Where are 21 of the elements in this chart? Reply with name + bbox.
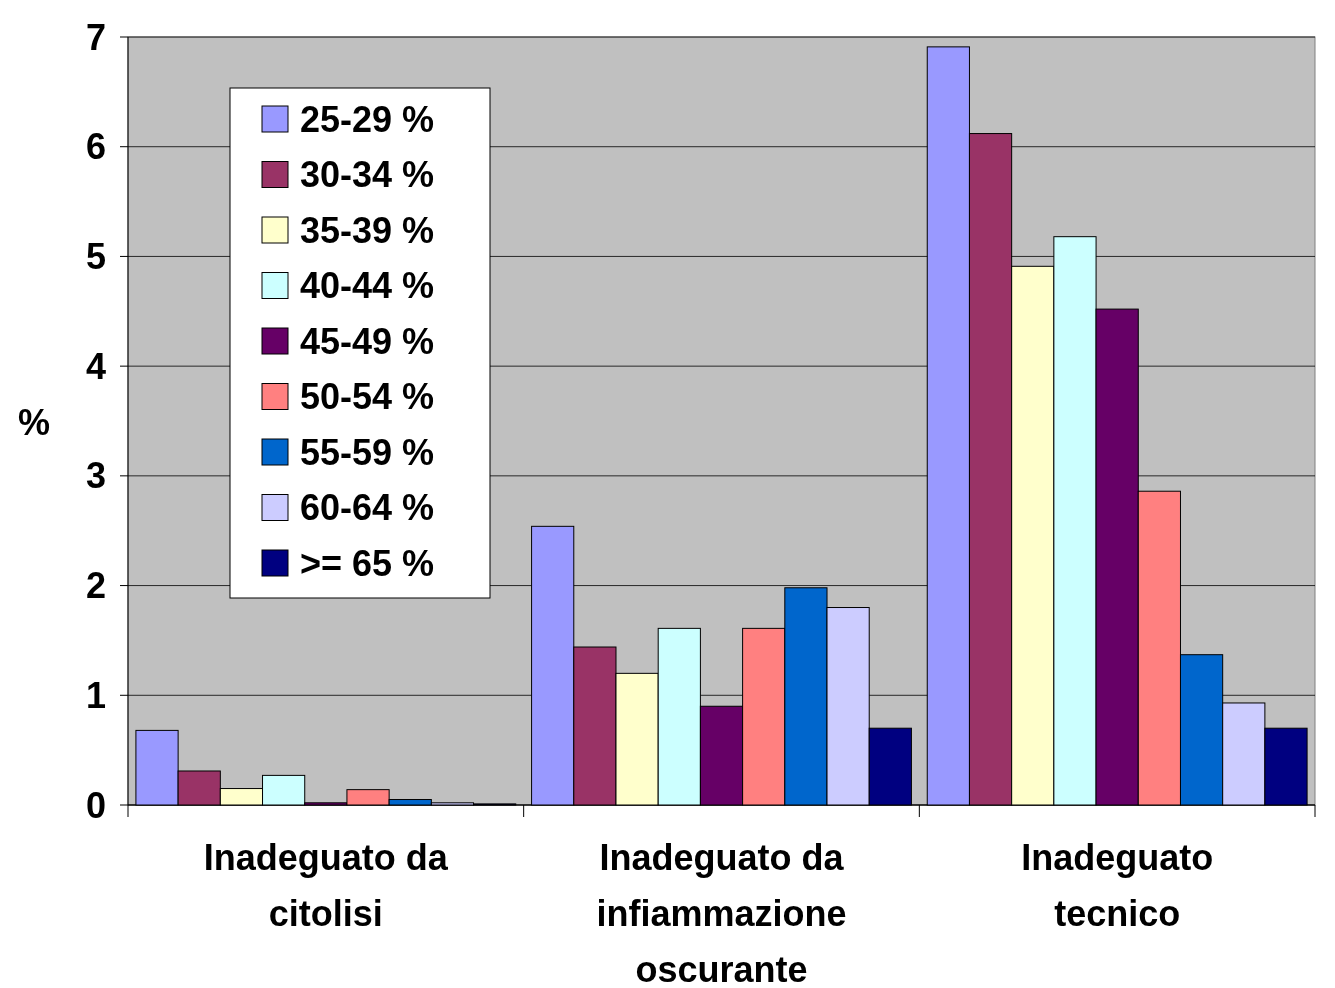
legend-label: >= 65 % xyxy=(300,542,435,584)
legend-label: 50-54 % xyxy=(300,376,435,418)
y-tick-label: 0 xyxy=(85,784,106,826)
y-axis-title: % xyxy=(17,401,51,443)
y-tick-label: 5 xyxy=(85,236,106,278)
x-tick-label: Inadeguato da citolisi xyxy=(203,837,449,934)
y-tick-label: 6 xyxy=(85,126,106,168)
x-tick-label: Inadeguato tecnico xyxy=(1021,837,1214,934)
legend-label: 30-34 % xyxy=(300,154,435,196)
y-tick-label: 2 xyxy=(85,565,106,607)
legend-label: 55-59 % xyxy=(300,431,435,473)
y-tick-label: 7 xyxy=(85,16,106,58)
legend-label: 25-29 % xyxy=(300,98,435,140)
y-tick-label: 4 xyxy=(85,345,106,387)
legend-label: 45-49 % xyxy=(300,320,435,362)
x-tick-label: Inadeguato da infiammazione oscurante xyxy=(596,837,847,988)
y-tick-label: 1 xyxy=(85,674,106,716)
legend-label: 40-44 % xyxy=(300,265,435,307)
legend-label: 60-64 % xyxy=(300,487,435,529)
y-tick-label: 3 xyxy=(85,455,106,497)
legend-label: 35-39 % xyxy=(300,209,435,251)
